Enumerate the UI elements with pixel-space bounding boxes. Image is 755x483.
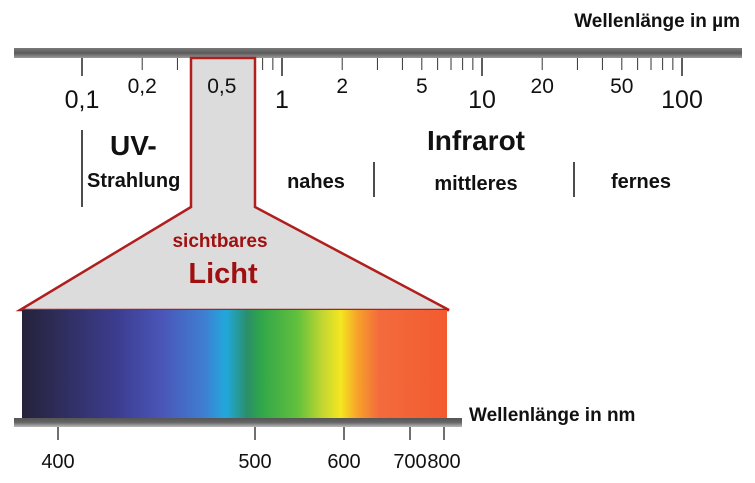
top-axis-tick-label: 100 [661, 86, 703, 114]
top-axis-ticks [81, 58, 683, 76]
visible-light-funnel [15, 56, 450, 312]
top-axis-tick-label: 2 [336, 75, 348, 98]
uv-title: UV- [110, 130, 157, 161]
top-axis-tick-label: 1 [275, 86, 289, 114]
top-axis-tick-label: 0,1 [65, 86, 100, 114]
bottom-axis-ticks: 400 500 600 700 800 [41, 427, 461, 473]
visible-light-line1: sichtbares [172, 231, 267, 252]
top-axis-tick-label: 10 [468, 86, 496, 114]
bottom-axis-tick-label: 600 [327, 451, 360, 473]
bottom-axis-tick-label: 500 [238, 451, 271, 473]
uv-subtitle: Strahlung [87, 170, 180, 192]
top-axis-tick-label: 50 [610, 75, 633, 98]
bottom-axis-title: Wellenlänge in nm [469, 405, 635, 426]
visible-spectrum-band [22, 310, 447, 418]
mid-infrared-label: mittleres [434, 173, 517, 195]
bottom-axis-tick-label: 400 [41, 451, 74, 473]
bottom-axis-tick-label: 700 [393, 451, 426, 473]
near-infrared-label: nahes [287, 171, 345, 193]
top-axis-tick-label: 20 [531, 75, 554, 98]
bottom-axis-bar [14, 418, 462, 427]
bottom-axis-tick-label: 800 [427, 451, 460, 473]
top-axis-title: Wellenlänge in µm [574, 11, 740, 32]
top-axis-tick-label: 0,2 [128, 75, 157, 98]
infrared-title: Infrarot [427, 125, 525, 156]
top-axis-tick-label: 5 [416, 75, 428, 98]
visible-light-line2: Licht [188, 258, 258, 290]
far-infrared-label: fernes [611, 171, 671, 193]
top-axis-bar [14, 48, 742, 58]
top-axis-tick-labels: 0,1 0,2 0,5 1 2 5 10 20 50 100 [65, 75, 703, 114]
top-axis-tick-label: 0,5 [207, 75, 236, 98]
